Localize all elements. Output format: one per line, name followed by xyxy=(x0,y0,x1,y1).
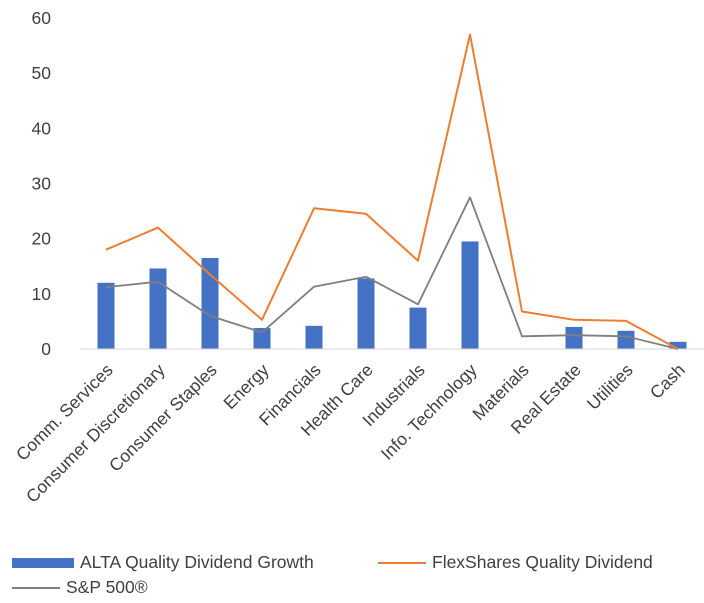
bar-alta xyxy=(357,278,375,349)
x-tick-label: Utilities xyxy=(583,360,637,414)
bar-alta xyxy=(409,307,427,349)
y-tick-label: 50 xyxy=(32,63,52,83)
legend-item-sp500: S&P 500® xyxy=(12,577,148,598)
legend-label-alta: ALTA Quality Dividend Growth xyxy=(80,552,314,572)
series-line-flexshares xyxy=(105,33,679,350)
legend-item-flexshares: FlexShares Quality Dividend xyxy=(378,552,653,573)
legend-label-flexshares: FlexShares Quality Dividend xyxy=(432,552,653,572)
series-line-sp500 xyxy=(105,196,679,350)
legend-label-sp500: S&P 500® xyxy=(66,577,148,597)
bar-alta xyxy=(565,326,583,349)
bar-alta xyxy=(97,282,115,349)
y-tick-label: 10 xyxy=(32,284,52,304)
bar-alta xyxy=(149,268,167,349)
bar-alta xyxy=(617,330,635,349)
legend-swatch-flexshares xyxy=(378,561,426,564)
line-series xyxy=(105,33,679,350)
y-tick-label: 30 xyxy=(32,174,52,194)
legend: ALTA Quality Dividend Growth FlexShares … xyxy=(0,548,704,603)
y-tick-label: 0 xyxy=(41,339,51,359)
bar-alta xyxy=(461,241,479,349)
legend-swatch-alta xyxy=(12,557,74,568)
y-axis-ticks: 0 10 20 30 40 50 60 xyxy=(32,8,52,359)
y-tick-label: 20 xyxy=(32,229,52,249)
bar-alta xyxy=(201,257,219,349)
legend-swatch-sp500 xyxy=(12,586,60,589)
bar-alta xyxy=(253,328,271,349)
x-tick-label: Cash xyxy=(646,360,689,403)
bar-alta xyxy=(305,325,323,349)
y-tick-label: 40 xyxy=(32,118,52,138)
y-tick-label: 60 xyxy=(32,8,52,28)
legend-item-alta: ALTA Quality Dividend Growth xyxy=(12,552,314,573)
x-tick-label: Info. Technology xyxy=(377,360,481,464)
bar-series xyxy=(97,241,687,349)
bar-alta xyxy=(669,341,687,349)
